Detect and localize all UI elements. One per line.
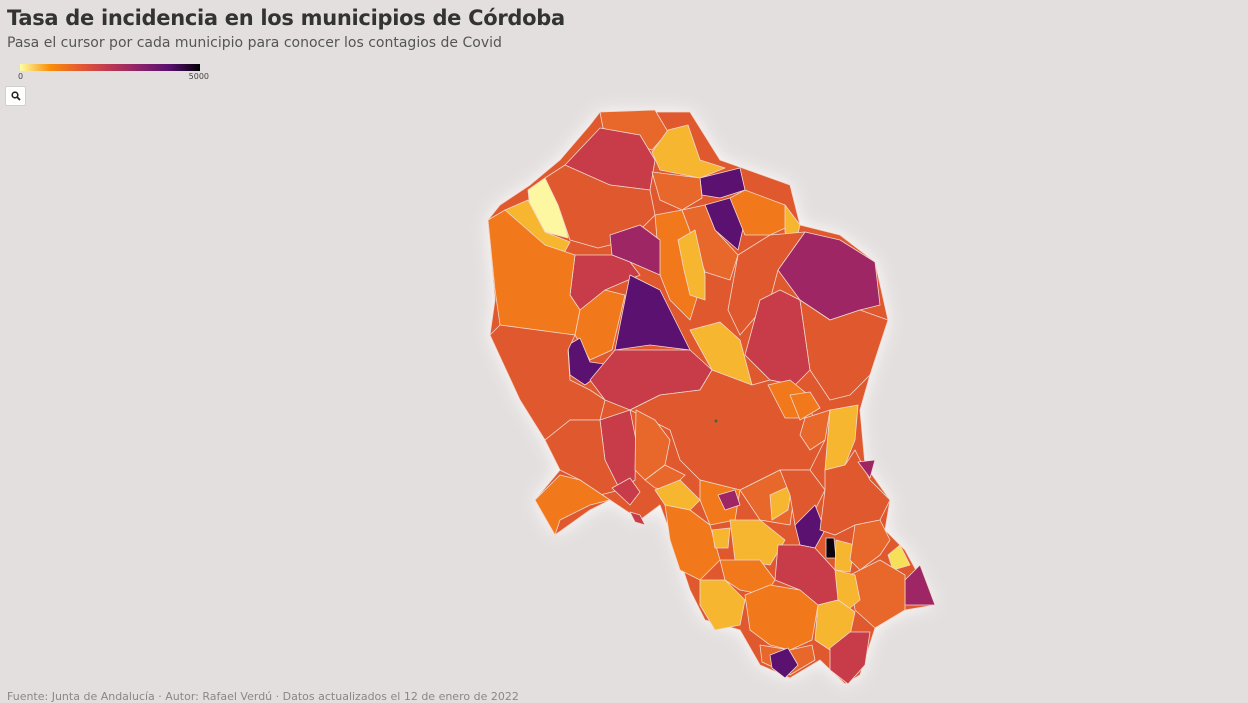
municipality[interactable] — [717, 489, 741, 511]
municipality[interactable] — [677, 229, 706, 301]
municipality[interactable] — [629, 511, 646, 526]
municipality[interactable] — [849, 559, 906, 629]
municipality[interactable] — [744, 289, 811, 386]
municipality[interactable] — [825, 537, 837, 559]
municipality[interactable] — [824, 404, 859, 471]
map-marker — [714, 419, 718, 423]
municipality[interactable] — [611, 477, 641, 506]
municipality[interactable] — [534, 474, 611, 536]
municipality[interactable] — [711, 527, 731, 549]
municipality[interactable] — [849, 519, 891, 571]
municipality[interactable] — [489, 324, 606, 441]
municipality[interactable] — [654, 479, 701, 511]
municipality[interactable] — [727, 231, 806, 336]
municipality[interactable] — [834, 539, 856, 573]
municipality[interactable] — [699, 579, 746, 631]
search-icon — [10, 91, 21, 101]
color-legend: 0 5000 — [18, 64, 209, 86]
page-subtitle: Pasa el cursor por cada municipio para c… — [7, 35, 502, 51]
municipality[interactable] — [829, 631, 871, 685]
legend-min-label: 0 — [18, 72, 24, 81]
municipality[interactable] — [769, 484, 793, 521]
municipality[interactable] — [651, 171, 703, 211]
municipality[interactable] — [769, 647, 799, 679]
municipality[interactable] — [664, 504, 721, 581]
municipality[interactable] — [887, 544, 911, 571]
municipality[interactable] — [614, 274, 691, 351]
municipality[interactable] — [799, 409, 831, 451]
municipality[interactable] — [799, 299, 889, 401]
municipality[interactable] — [789, 391, 821, 421]
page-title: Tasa de incidencia en los municipios de … — [7, 6, 565, 30]
municipality[interactable] — [857, 459, 876, 479]
municipality[interactable] — [794, 504, 826, 549]
source-note: Fuente: Junta de Andalucía · Autor: Rafa… — [7, 690, 519, 703]
legend-max-label: 5000 — [188, 72, 209, 81]
municipality[interactable] — [599, 109, 669, 151]
search-button[interactable] — [5, 86, 26, 106]
legend-gradient-bar — [20, 64, 200, 71]
municipality[interactable] — [651, 124, 726, 179]
municipality[interactable] — [744, 584, 819, 651]
